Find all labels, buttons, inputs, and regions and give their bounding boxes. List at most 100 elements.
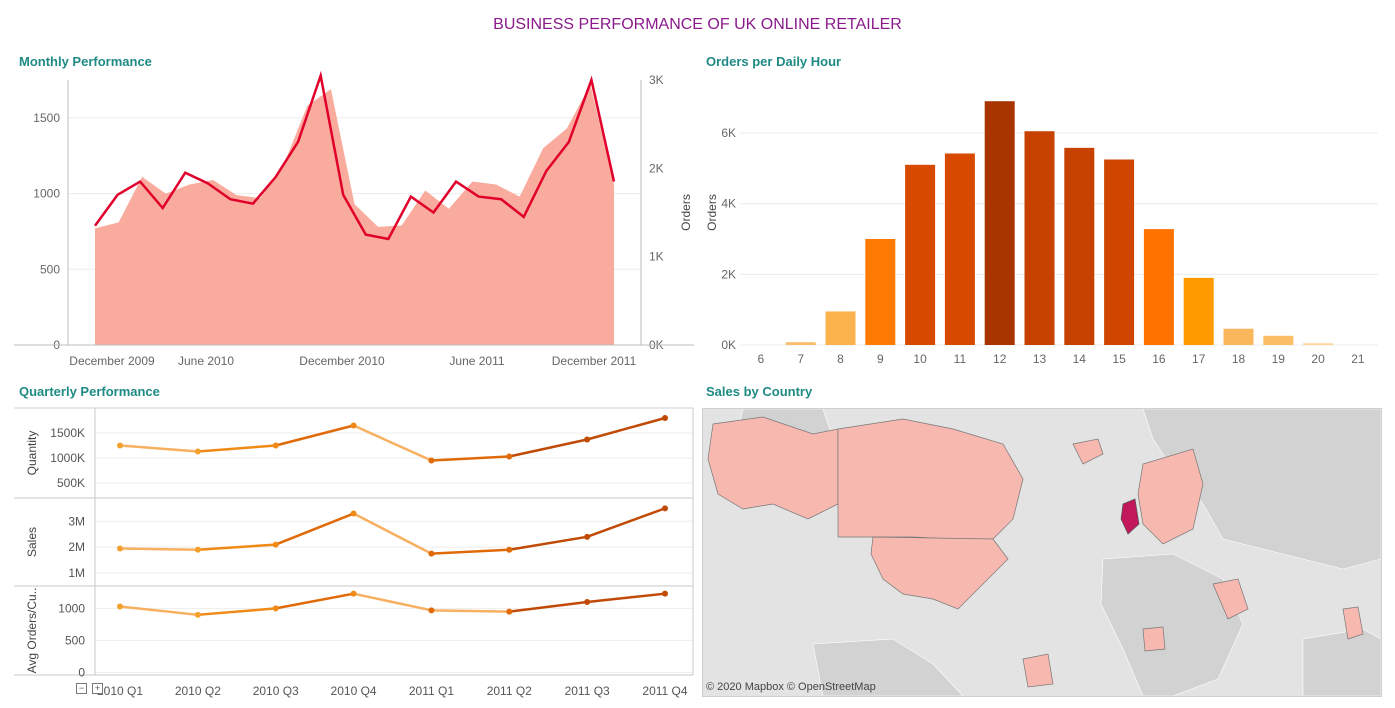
y-tick-label: 6K	[721, 126, 736, 140]
y-tick-label: 0	[78, 665, 85, 679]
data-point	[506, 608, 513, 615]
x-tick-label: 2010 Q2	[175, 684, 221, 698]
data-point	[584, 533, 591, 540]
x-tick-label: 21	[1351, 352, 1365, 366]
africa-landmass	[1100, 553, 1244, 696]
x-tick-label: 17	[1192, 352, 1206, 366]
bar-hour-13	[1024, 131, 1055, 345]
x-tick-label: 11	[954, 352, 967, 366]
x-tick-label: 18	[1232, 352, 1246, 366]
data-point	[662, 505, 668, 512]
x-tick-label: 2010 Q1	[97, 684, 143, 698]
bar-hour-7	[785, 342, 816, 345]
bar-hour-8	[825, 311, 856, 345]
x-tick-label: 12	[993, 352, 1007, 366]
x-tick-label: June 2011	[449, 354, 504, 368]
series-segment	[275, 424, 354, 447]
data-point	[350, 510, 357, 517]
series-segment	[197, 607, 276, 617]
bar-hour-16	[1143, 229, 1174, 345]
y-tick-label: 3M	[68, 514, 85, 528]
series-segment	[509, 438, 588, 458]
x-tick-label: 9	[877, 352, 884, 366]
x-tick-label: June 2010	[178, 354, 234, 368]
x-tick-label: 16	[1152, 352, 1166, 366]
bar-hour-18	[1223, 328, 1254, 345]
series-segment	[352, 512, 433, 555]
series-segment	[275, 512, 355, 546]
x-tick-label: December 2010	[299, 354, 385, 368]
europe-region	[1137, 448, 1204, 545]
data-point	[350, 590, 357, 597]
hourly-orders-chart: 0K 2K 4K 6K Orders 6 7 8 9 10 11 12 13 14 15 16 17 18 19 20…	[705, 101, 1378, 366]
bar-hour-17	[1183, 277, 1214, 345]
series-segment	[431, 609, 510, 613]
data-point	[194, 546, 201, 553]
y-tick-label: 1000K	[50, 451, 85, 465]
data-point	[350, 422, 357, 429]
y2-tick-label: 1K	[649, 250, 664, 264]
data-point	[506, 453, 513, 460]
y-tick-label: 1500	[33, 111, 60, 125]
bar-hour-12	[984, 101, 1015, 345]
data-point	[662, 590, 668, 597]
data-point	[662, 415, 668, 421]
world-map[interactable]	[703, 409, 1381, 696]
expand-icon[interactable]: +	[92, 683, 103, 694]
series-segment	[509, 600, 588, 613]
map-credit: © 2020 Mapbox © OpenStreetMap	[706, 681, 876, 693]
data-point	[117, 603, 123, 610]
series-segment	[586, 507, 666, 538]
data-point	[272, 541, 279, 548]
series-segment	[431, 455, 510, 462]
alaska-region	[707, 416, 839, 520]
series-label: Avg Orders/Cu..	[25, 588, 39, 674]
sales-by-country-map[interactable]	[702, 408, 1382, 697]
hourly-orders-title: Orders per Daily Hour	[706, 54, 842, 69]
y-tick-label: 4K	[721, 197, 736, 211]
y2-axis-label: Orders	[679, 194, 693, 231]
y-tick-label: 500	[40, 262, 60, 276]
series-segment	[197, 543, 276, 552]
y-tick-label: 1500K	[50, 426, 85, 440]
iceland-region	[1072, 438, 1104, 465]
y-tick-label: 1000	[58, 601, 85, 615]
y-tick-label: 500K	[57, 476, 85, 490]
bar-hour-11	[944, 153, 975, 345]
orders-line	[93, 70, 616, 241]
data-point	[584, 599, 591, 606]
collapse-icon[interactable]: −	[76, 683, 87, 694]
data-point	[428, 607, 435, 614]
series-segment	[119, 605, 198, 617]
x-tick-label: 2011 Q1	[409, 684, 454, 698]
quarterly-performance-chart: 500K 1000K 1500K Quantity 1M 2M 3M Sales 0 500 100…	[14, 407, 694, 698]
united-kingdom-region	[1120, 498, 1140, 535]
y-tick-label: 1000	[33, 187, 60, 201]
y-tick-label: 2M	[68, 540, 85, 554]
data-point	[428, 457, 435, 464]
x-tick-label: 2011 Q2	[487, 684, 532, 698]
series-segment	[586, 416, 666, 441]
y2-tick-label: 3K	[649, 73, 664, 87]
x-tick-label: 19	[1272, 352, 1286, 366]
x-tick-label: 2011 Q3	[565, 684, 610, 698]
monthly-performance-title: Monthly Performance	[19, 54, 152, 69]
bar-hour-14	[1064, 147, 1095, 345]
series-segment	[431, 548, 510, 555]
sales-by-country-title: Sales by Country	[706, 384, 813, 399]
bar-hour-20	[1303, 343, 1334, 345]
data-point	[506, 546, 513, 553]
data-point	[117, 442, 123, 449]
x-tick-label: 2010 Q3	[253, 684, 299, 698]
oceania-landmass	[1302, 628, 1381, 696]
data-point	[584, 436, 591, 443]
data-point	[117, 545, 123, 552]
x-tick-label: 20	[1311, 352, 1325, 366]
series-segment	[197, 444, 276, 453]
y-tick-label: 500	[65, 633, 85, 647]
canada-region	[837, 418, 1024, 540]
y-tick-label: 1M	[68, 566, 85, 580]
x-tick-label: 6	[758, 352, 765, 366]
data-point	[194, 448, 201, 455]
